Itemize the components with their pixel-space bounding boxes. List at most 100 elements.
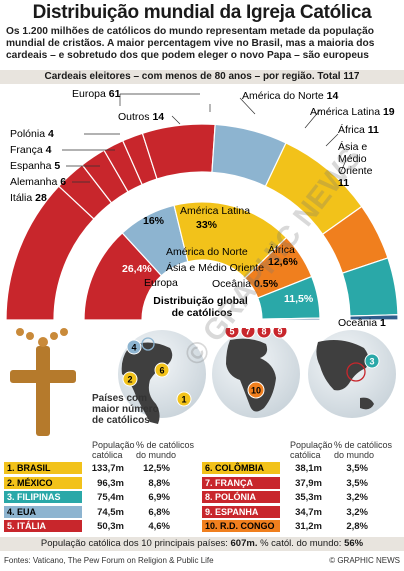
country-pop: 34,7m <box>295 506 322 518</box>
country-name: 6. COLÔMBIA <box>202 462 280 474</box>
country-pop: 133,7m <box>91 463 124 474</box>
country-pct: 12,5% <box>143 463 170 474</box>
inner-label-oceania: Oceânia 0.5% <box>212 278 279 290</box>
country-pct: 3,5% <box>346 463 368 474</box>
table-row: 10. R.D. CONGO 31,2m 2,8% <box>202 520 398 533</box>
label-polonia: Polónia 4 <box>10 128 54 140</box>
inner-label-asia-value: 11,5% <box>284 293 314 305</box>
svg-text:1: 1 <box>181 395 186 405</box>
country-pop: 50,3m <box>97 521 124 532</box>
country-pop: 38,1m <box>295 463 322 474</box>
marker-2: 2 <box>122 371 138 387</box>
colhead-pct-right: % de católicos do mundo <box>334 440 393 460</box>
inner-label-amn-value: 16% <box>143 215 165 227</box>
cardinals-slice-oce-nia <box>349 314 399 321</box>
inner-label-amn: América do Norte <box>166 246 248 258</box>
svg-text:7: 7 <box>245 328 250 337</box>
crucifix-illustration <box>10 328 76 436</box>
colhead-pop-left: População católica <box>92 440 135 460</box>
countries-title: Países com maior número de católicos <box>92 393 159 426</box>
world-globes: 1 2 6 4 3 10 5 7 8 9 <box>10 328 396 436</box>
country-name: 4. EUA <box>4 505 82 518</box>
marker-3: 3 <box>364 353 380 369</box>
inner-label-europa-value: 26,4% <box>122 263 152 275</box>
label-franca: França 4 <box>10 144 52 156</box>
marker-8: 8 <box>256 328 272 339</box>
country-name: 9. ESPANHA <box>202 505 280 518</box>
country-name: 2. MÉXICO <box>4 476 82 489</box>
marker-5: 5 <box>224 328 240 339</box>
catholics-slice-oce-nia <box>261 317 321 321</box>
country-name: 10. R.D. CONGO <box>202 520 280 532</box>
inner-label-africa-value: 12,6% <box>268 256 298 268</box>
inner-label-europa: Europa <box>144 277 178 289</box>
country-name: 3. FILIPINAS <box>4 491 82 503</box>
marker-10: 10 <box>247 381 265 399</box>
table-row: 7. FRANÇA 37,9m 3,5% <box>202 476 398 490</box>
label-oceania: Oceânia 1 <box>338 317 386 329</box>
country-pct: 3,2% <box>346 492 368 503</box>
inner-label-aml-value: 33% <box>196 219 218 231</box>
table-row: 9. ESPANHA 34,7m 3,2% <box>202 505 398 519</box>
inner-label-aml: América Latina <box>180 205 250 217</box>
marker-1: 1 <box>176 391 192 407</box>
label-africa: África 11 <box>338 123 379 136</box>
svg-text:4: 4 <box>131 343 136 353</box>
total-bar: População católica dos 10 principais paí… <box>0 537 404 551</box>
label-alemanha: Alemanha 6 <box>10 176 66 188</box>
country-pct: 6,8% <box>148 506 170 518</box>
page-title: Distribuição mundial da Igreja Católica <box>32 2 372 23</box>
country-pop: 96,3m <box>97 477 124 489</box>
label-italia: Itália 28 <box>10 192 47 204</box>
country-pop: 37,9m <box>295 477 322 489</box>
colhead-pop-right: População católica <box>290 440 333 460</box>
colhead-pct-left: % de católicos do mundo <box>136 440 195 460</box>
copyright: © GRAPHIC NEWS <box>329 556 400 565</box>
country-pop: 35,3m <box>295 492 322 503</box>
country-name: 7. FRANÇA <box>202 476 280 489</box>
intro-text: Os 1.200 milhões de católicos do mundo r… <box>6 26 375 61</box>
inner-label-asia: Ásia e Médio Oriente <box>166 261 264 274</box>
country-pct: 3,2% <box>346 506 368 518</box>
inner-pie-title: Distribuição global de católicos <box>153 295 250 319</box>
country-pop: 31,2m <box>295 521 322 532</box>
svg-text:9: 9 <box>277 328 282 337</box>
table-row: 5. ITÁLIA 50,3m 4,6% <box>4 520 200 533</box>
country-pct: 8,8% <box>148 477 170 489</box>
country-name: 8. POLÓNIA <box>202 491 280 503</box>
svg-text:5: 5 <box>229 328 234 337</box>
table-row: 4. EUA 74,5m 6,8% <box>4 505 200 519</box>
label-aml: América Latina 19 <box>310 106 395 118</box>
cardinals-subhead: Cardeais eleitores – com menos de 80 ano… <box>0 70 404 84</box>
svg-text:6: 6 <box>159 366 164 376</box>
svg-text:2: 2 <box>127 375 132 385</box>
cardinals-chart: Europa 61 Outros 14 Polónia 4 França 4 E… <box>5 88 399 329</box>
inner-label-africa: África <box>268 243 295 256</box>
marker-7: 7 <box>240 328 256 339</box>
svg-text:3: 3 <box>369 357 374 367</box>
country-pct: 2,8% <box>346 521 368 532</box>
label-espanha: Espanha 5 <box>10 160 60 172</box>
country-pct: 6,9% <box>148 492 170 503</box>
marker-6: 6 <box>154 362 170 378</box>
label-asia: Ásia e Médio Oriente 11 <box>338 140 375 189</box>
table-row: 3. FILIPINAS 75,4m 6,9% <box>4 491 200 504</box>
country-pop: 74,5m <box>97 506 124 518</box>
sources: Fontes: Vaticano, The Pew Forum on Relig… <box>4 556 214 565</box>
country-pct: 4,6% <box>148 521 170 532</box>
table-row: 1. BRASIL 133,7m 12,5% <box>4 462 200 475</box>
svg-text:8: 8 <box>261 328 266 337</box>
label-outros: Outros 14 <box>118 111 164 123</box>
country-pop: 75,4m <box>97 492 124 503</box>
table-row: 2. MÉXICO 96,3m 8,8% <box>4 476 200 490</box>
country-pct: 3,5% <box>346 477 368 489</box>
table-row: 8. POLÓNIA 35,3m 3,2% <box>202 491 398 504</box>
marker-9: 9 <box>272 328 288 339</box>
label-europa: Europa 61 <box>72 88 121 100</box>
table-row: 6. COLÔMBIA 38,1m 3,5% <box>202 462 398 475</box>
label-amn: América do Norte 14 <box>242 90 338 102</box>
marker-4: 4 <box>126 339 142 355</box>
svg-text:10: 10 <box>251 386 261 396</box>
country-name: 5. ITÁLIA <box>4 520 82 532</box>
country-name: 1. BRASIL <box>4 462 82 474</box>
